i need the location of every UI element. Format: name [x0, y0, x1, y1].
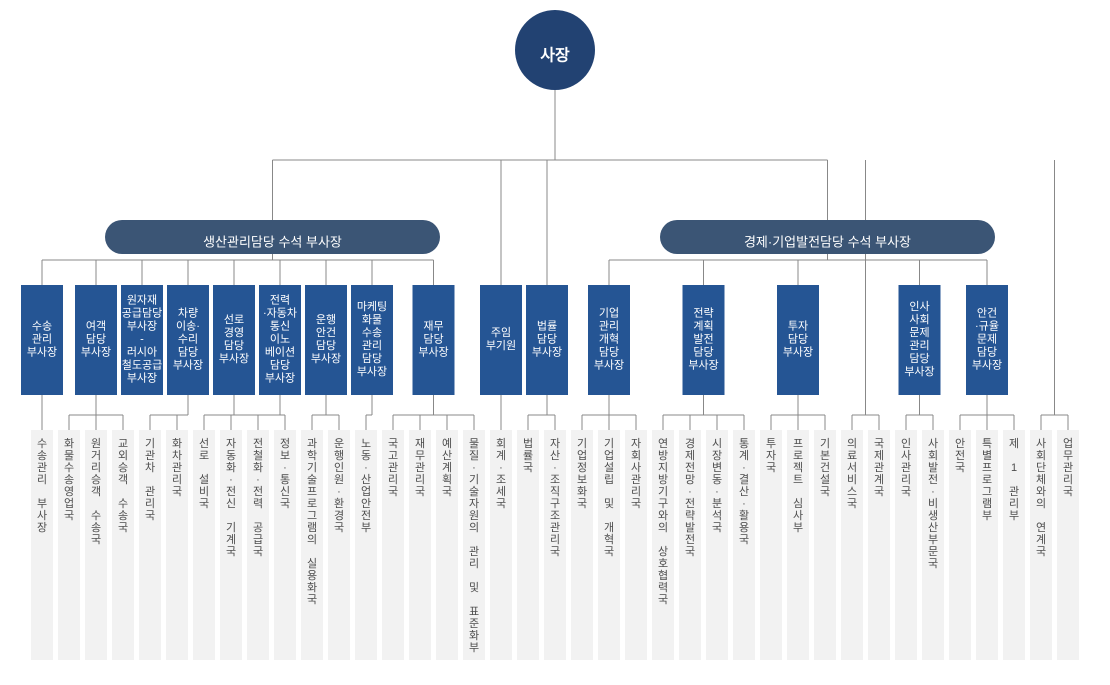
dept-label: 경제전망·전략발전국: [685, 437, 695, 558]
dept-label: 선로 설비국: [199, 437, 209, 510]
dept-label: 원거리승객 수송국: [91, 437, 101, 546]
dept-label: 기업설립 및 개혁국: [604, 437, 614, 558]
dept-label: 통계·결산·활용국: [739, 437, 749, 546]
dept-label: 기업정보화국: [577, 437, 587, 510]
dept-label: 업무관리국: [1063, 437, 1073, 498]
dept-label: 예산계획국: [442, 437, 452, 498]
dept-label: 사회발전·비생산부문국: [928, 437, 938, 570]
dept-label: 수송관리 부사장: [37, 437, 47, 534]
dept-label: 재무관리국: [415, 437, 425, 498]
dept-label: 과학기술프로그램의 실용화국: [307, 437, 317, 606]
org-chart: 사장생산관리담당 수석 부사장경제·기업발전담당 수석 부사장수송관리부사장여객…: [0, 0, 1110, 680]
dept-label: 안전국: [955, 437, 965, 474]
dept-label: 화차관리국: [172, 437, 182, 498]
senior-vp-label: 경제·기업발전담당 수석 부사장: [744, 235, 911, 250]
dept-label: 자회사관리국: [631, 437, 641, 510]
dept-label: 사회단체와의 연계국: [1036, 437, 1046, 558]
dept-label: 전철화·전력 공급국: [253, 437, 263, 558]
dept-label: 특별프로그램부: [982, 437, 992, 522]
dept-label: 투자국: [766, 438, 776, 474]
dept-label: 자동화·전신 기계국: [226, 437, 236, 558]
dept-label: 자산·조직구조관리국: [550, 437, 560, 558]
dept-label: 운행인원·환경국: [334, 437, 344, 534]
senior-vp-label: 생산관리담당 수석 부사장: [203, 235, 342, 250]
dept-label: 국고관리국: [388, 438, 398, 498]
dept-label: 정보·통신국: [280, 437, 290, 510]
dept-label: 기본건설국: [820, 437, 830, 498]
dept-label: 인사관리국: [901, 437, 911, 498]
dept-label: 화물수송영업국: [64, 437, 74, 522]
dept-label: 의료서비스국: [847, 437, 857, 510]
dept-label: 연방지방기구와의 상호협력국: [658, 437, 668, 606]
dept-label: 회계·조세국: [496, 437, 506, 510]
ceo-label: 사장: [540, 46, 570, 64]
dept-label: 법률국: [523, 437, 533, 474]
dept-label: 노동·산업안전부: [361, 438, 371, 534]
dept-label: 국제관계국: [874, 438, 884, 498]
